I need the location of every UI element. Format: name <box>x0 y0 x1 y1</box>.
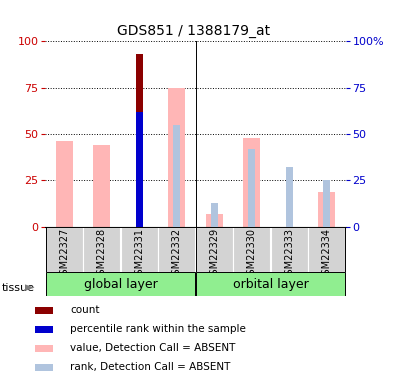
Text: value, Detection Call = ABSENT: value, Detection Call = ABSENT <box>70 343 235 353</box>
Bar <box>56 141 73 227</box>
Bar <box>206 214 223 227</box>
Text: GSM22332: GSM22332 <box>172 228 182 281</box>
Bar <box>35 326 53 333</box>
Text: orbital layer: orbital layer <box>233 278 308 291</box>
Text: global layer: global layer <box>84 278 157 291</box>
Bar <box>248 149 255 227</box>
Bar <box>243 138 260 227</box>
Text: GDS851 / 1388179_at: GDS851 / 1388179_at <box>117 24 270 38</box>
Text: GSM22327: GSM22327 <box>59 228 69 282</box>
Bar <box>93 145 110 227</box>
Bar <box>83 227 120 272</box>
Bar <box>35 307 53 314</box>
Bar <box>196 227 233 272</box>
Bar <box>120 227 158 272</box>
Bar <box>158 227 195 272</box>
Bar <box>211 203 218 227</box>
Bar <box>35 345 53 352</box>
Bar <box>271 227 308 272</box>
Bar <box>286 168 293 227</box>
Text: GSM22333: GSM22333 <box>284 228 294 281</box>
Text: rank, Detection Call = ABSENT: rank, Detection Call = ABSENT <box>70 362 230 372</box>
Text: ►: ► <box>24 281 34 294</box>
Text: GSM22330: GSM22330 <box>247 228 257 281</box>
Bar <box>45 272 196 296</box>
Text: GSM22331: GSM22331 <box>134 228 144 281</box>
Bar <box>35 364 53 370</box>
Text: count: count <box>70 305 100 315</box>
Text: GSM22328: GSM22328 <box>97 228 107 281</box>
Text: tissue: tissue <box>2 283 35 292</box>
Bar <box>45 227 83 272</box>
Bar <box>324 180 330 227</box>
Bar <box>168 88 185 227</box>
Bar <box>196 272 346 296</box>
Text: GSM22334: GSM22334 <box>322 228 332 281</box>
Bar <box>136 112 143 227</box>
Bar <box>136 54 143 227</box>
Text: GSM22329: GSM22329 <box>209 228 219 281</box>
Bar <box>318 192 335 227</box>
Bar <box>233 227 270 272</box>
Bar <box>173 125 180 227</box>
Text: percentile rank within the sample: percentile rank within the sample <box>70 324 246 334</box>
Bar <box>308 227 345 272</box>
